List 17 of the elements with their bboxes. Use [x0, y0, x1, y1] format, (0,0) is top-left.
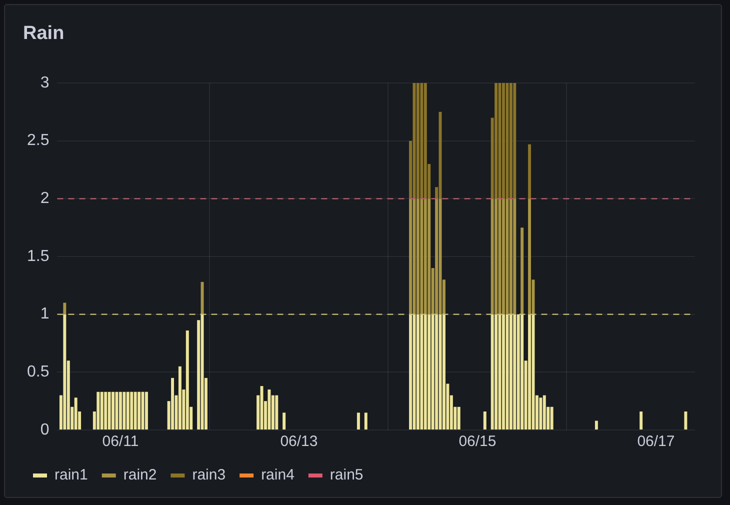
y-tick-label: 2: [40, 190, 50, 208]
chart-title: Rain: [23, 23, 64, 45]
legend-label: rain3: [192, 466, 226, 484]
y-tick-label: 0: [40, 421, 50, 438]
y-tick-label: 1.5: [26, 248, 50, 265]
y-tick-label: 0.5: [26, 364, 50, 381]
y-tick-label: 2.5: [26, 132, 50, 150]
legend-label: rain4: [261, 466, 294, 484]
x-tick-label: 06/17: [637, 433, 675, 450]
legend-label: rain2: [123, 466, 157, 484]
legend-label: rain1: [54, 466, 88, 484]
y-tick-label: 3: [40, 74, 50, 92]
x-tick-label: 06/11: [102, 433, 139, 450]
x-tick-label: 06/13: [280, 433, 318, 450]
x-tick-label: 06/15: [458, 433, 496, 450]
y-tick-label: 1: [40, 306, 50, 323]
legend-label: rain5: [330, 466, 364, 484]
